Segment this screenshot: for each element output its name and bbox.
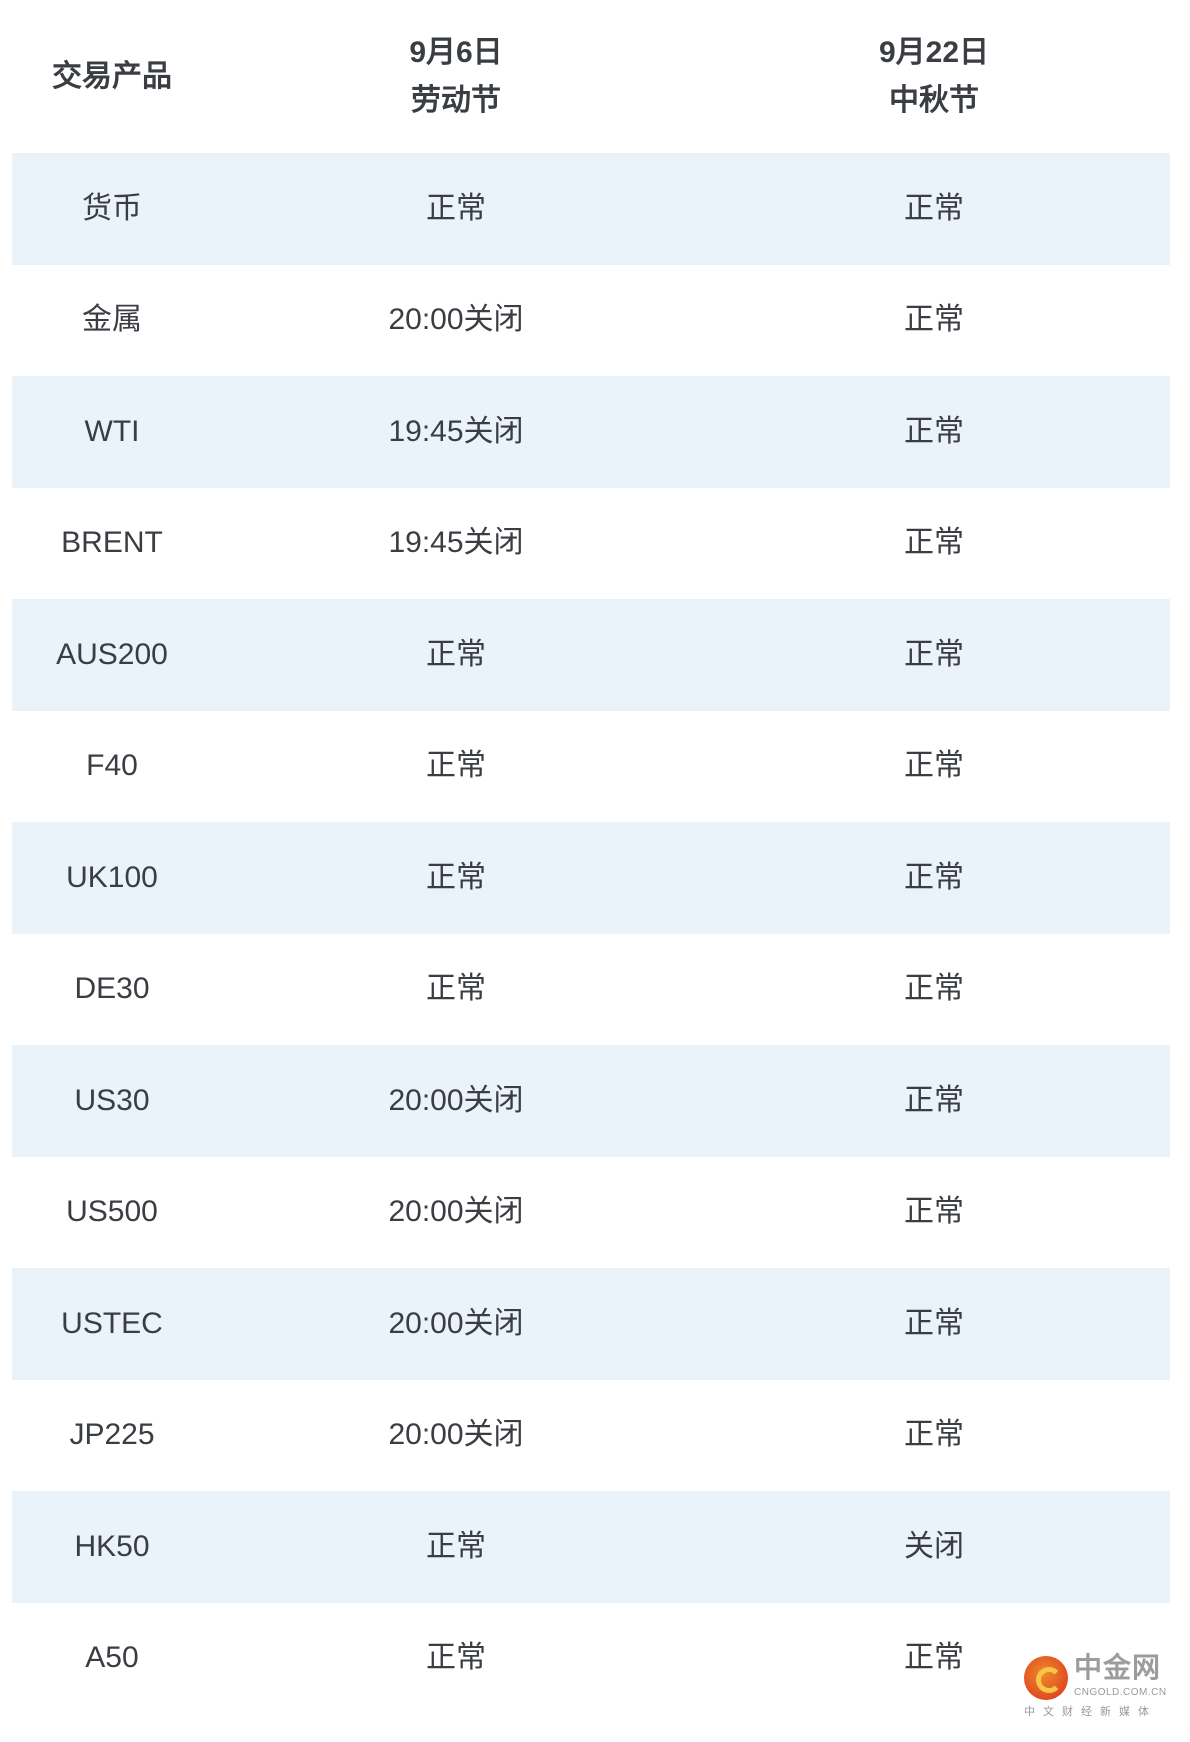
table-row: A50 正常 正常 bbox=[12, 1603, 1170, 1715]
table-row: AUS200 正常 正常 bbox=[12, 599, 1170, 711]
labor-day-cell: 正常 bbox=[426, 191, 486, 225]
header-mid-autumn: 9月22日 中秋节 bbox=[834, 0, 1034, 153]
product-cell: DE30 bbox=[74, 972, 150, 1006]
labor-day-cell: 正常 bbox=[426, 1641, 486, 1675]
header-date: 9月22日 bbox=[878, 35, 990, 69]
table-row: UK100 正常 正常 bbox=[12, 822, 1170, 934]
labor-day-cell: 20:00关闭 bbox=[388, 1083, 524, 1117]
product-cell: WTI bbox=[84, 414, 140, 448]
mid-autumn-cell: 正常 bbox=[904, 1418, 964, 1452]
header-holiday: 中秋节 bbox=[889, 83, 979, 117]
product-cell: HK50 bbox=[74, 1529, 150, 1563]
cloud-logo-icon bbox=[1024, 1656, 1068, 1700]
product-cell: A50 bbox=[85, 1641, 139, 1675]
mid-autumn-cell: 正常 bbox=[904, 191, 964, 225]
mid-autumn-cell: 正常 bbox=[904, 1306, 964, 1340]
watermark-domain: CNGOLD.COM.CN bbox=[1074, 1687, 1167, 1698]
mid-autumn-cell: 正常 bbox=[904, 526, 964, 560]
watermark-name: 中金网 bbox=[1074, 1651, 1162, 1684]
labor-day-cell: 正常 bbox=[426, 972, 486, 1006]
header-labor-day: 9月6日 劳动节 bbox=[356, 0, 556, 153]
labor-day-cell: 20:00关闭 bbox=[388, 1195, 524, 1229]
mid-autumn-cell: 正常 bbox=[904, 1083, 964, 1117]
table-row: BRENT 19:45关闭 正常 bbox=[12, 488, 1170, 600]
product-cell: US500 bbox=[66, 1195, 158, 1229]
labor-day-cell: 20:00关闭 bbox=[388, 303, 524, 337]
product-cell: USTEC bbox=[61, 1306, 163, 1340]
mid-autumn-cell: 正常 bbox=[904, 303, 964, 337]
labor-day-cell: 正常 bbox=[426, 1529, 486, 1563]
watermark-slogan: 中文财经新媒体 bbox=[1024, 1706, 1157, 1718]
mid-autumn-cell: 正常 bbox=[904, 1195, 964, 1229]
table-row: US500 20:00关闭 正常 bbox=[12, 1157, 1170, 1269]
table-body: 货币 正常 正常 金属 20:00关闭 正常 WTI 19:45关闭 正常 BRENT 19:45关… bbox=[12, 153, 1170, 1714]
mid-autumn-cell: 正常 bbox=[904, 860, 964, 894]
table-row: USTEC 20:00关闭 正常 bbox=[12, 1268, 1170, 1380]
header-product: 交易产品 bbox=[12, 0, 212, 153]
table-header: 交易产品 9月6日 劳动节 9月22日 中秋节 bbox=[0, 0, 1190, 153]
product-cell: 货币 bbox=[82, 191, 142, 225]
labor-day-cell: 正常 bbox=[426, 860, 486, 894]
table-row: DE30 正常 正常 bbox=[12, 934, 1170, 1046]
labor-day-cell: 19:45关闭 bbox=[388, 414, 524, 448]
table-row: F40 正常 正常 bbox=[12, 711, 1170, 823]
mid-autumn-cell: 正常 bbox=[904, 637, 964, 671]
table-row: JP225 20:00关闭 正常 bbox=[12, 1380, 1170, 1492]
product-cell: AUS200 bbox=[56, 637, 168, 671]
product-cell: F40 bbox=[86, 749, 138, 783]
table-row: WTI 19:45关闭 正常 bbox=[12, 376, 1170, 488]
mid-autumn-cell: 正常 bbox=[904, 1641, 964, 1675]
watermark-text: 中金网 CNGOLD.COM.CN bbox=[1074, 1650, 1167, 1700]
labor-day-cell: 20:00关闭 bbox=[388, 1418, 524, 1452]
mid-autumn-cell: 正常 bbox=[904, 972, 964, 1006]
product-cell: UK100 bbox=[66, 860, 158, 894]
labor-day-cell: 正常 bbox=[426, 637, 486, 671]
header-product-label: 交易产品 bbox=[52, 59, 172, 93]
product-cell: US30 bbox=[74, 1083, 150, 1117]
mid-autumn-cell: 正常 bbox=[904, 414, 964, 448]
mid-autumn-cell: 正常 bbox=[904, 749, 964, 783]
header-date: 9月6日 bbox=[409, 35, 503, 69]
product-cell: BRENT bbox=[61, 526, 163, 560]
header-holiday: 劳动节 bbox=[411, 83, 501, 117]
table-row: HK50 正常 关闭 bbox=[12, 1491, 1170, 1603]
labor-day-cell: 19:45关闭 bbox=[388, 526, 524, 560]
table-row: US30 20:00关闭 正常 bbox=[12, 1045, 1170, 1157]
labor-day-cell: 20:00关闭 bbox=[388, 1306, 524, 1340]
watermark-logo: 中金网 CNGOLD.COM.CN 中文财经新媒体 bbox=[1020, 1650, 1185, 1736]
labor-day-cell: 正常 bbox=[426, 749, 486, 783]
product-cell: JP225 bbox=[69, 1418, 155, 1452]
product-cell: 金属 bbox=[82, 303, 142, 337]
mid-autumn-cell: 关闭 bbox=[904, 1529, 964, 1563]
table-row: 金属 20:00关闭 正常 bbox=[12, 265, 1170, 377]
table-row: 货币 正常 正常 bbox=[12, 153, 1170, 265]
